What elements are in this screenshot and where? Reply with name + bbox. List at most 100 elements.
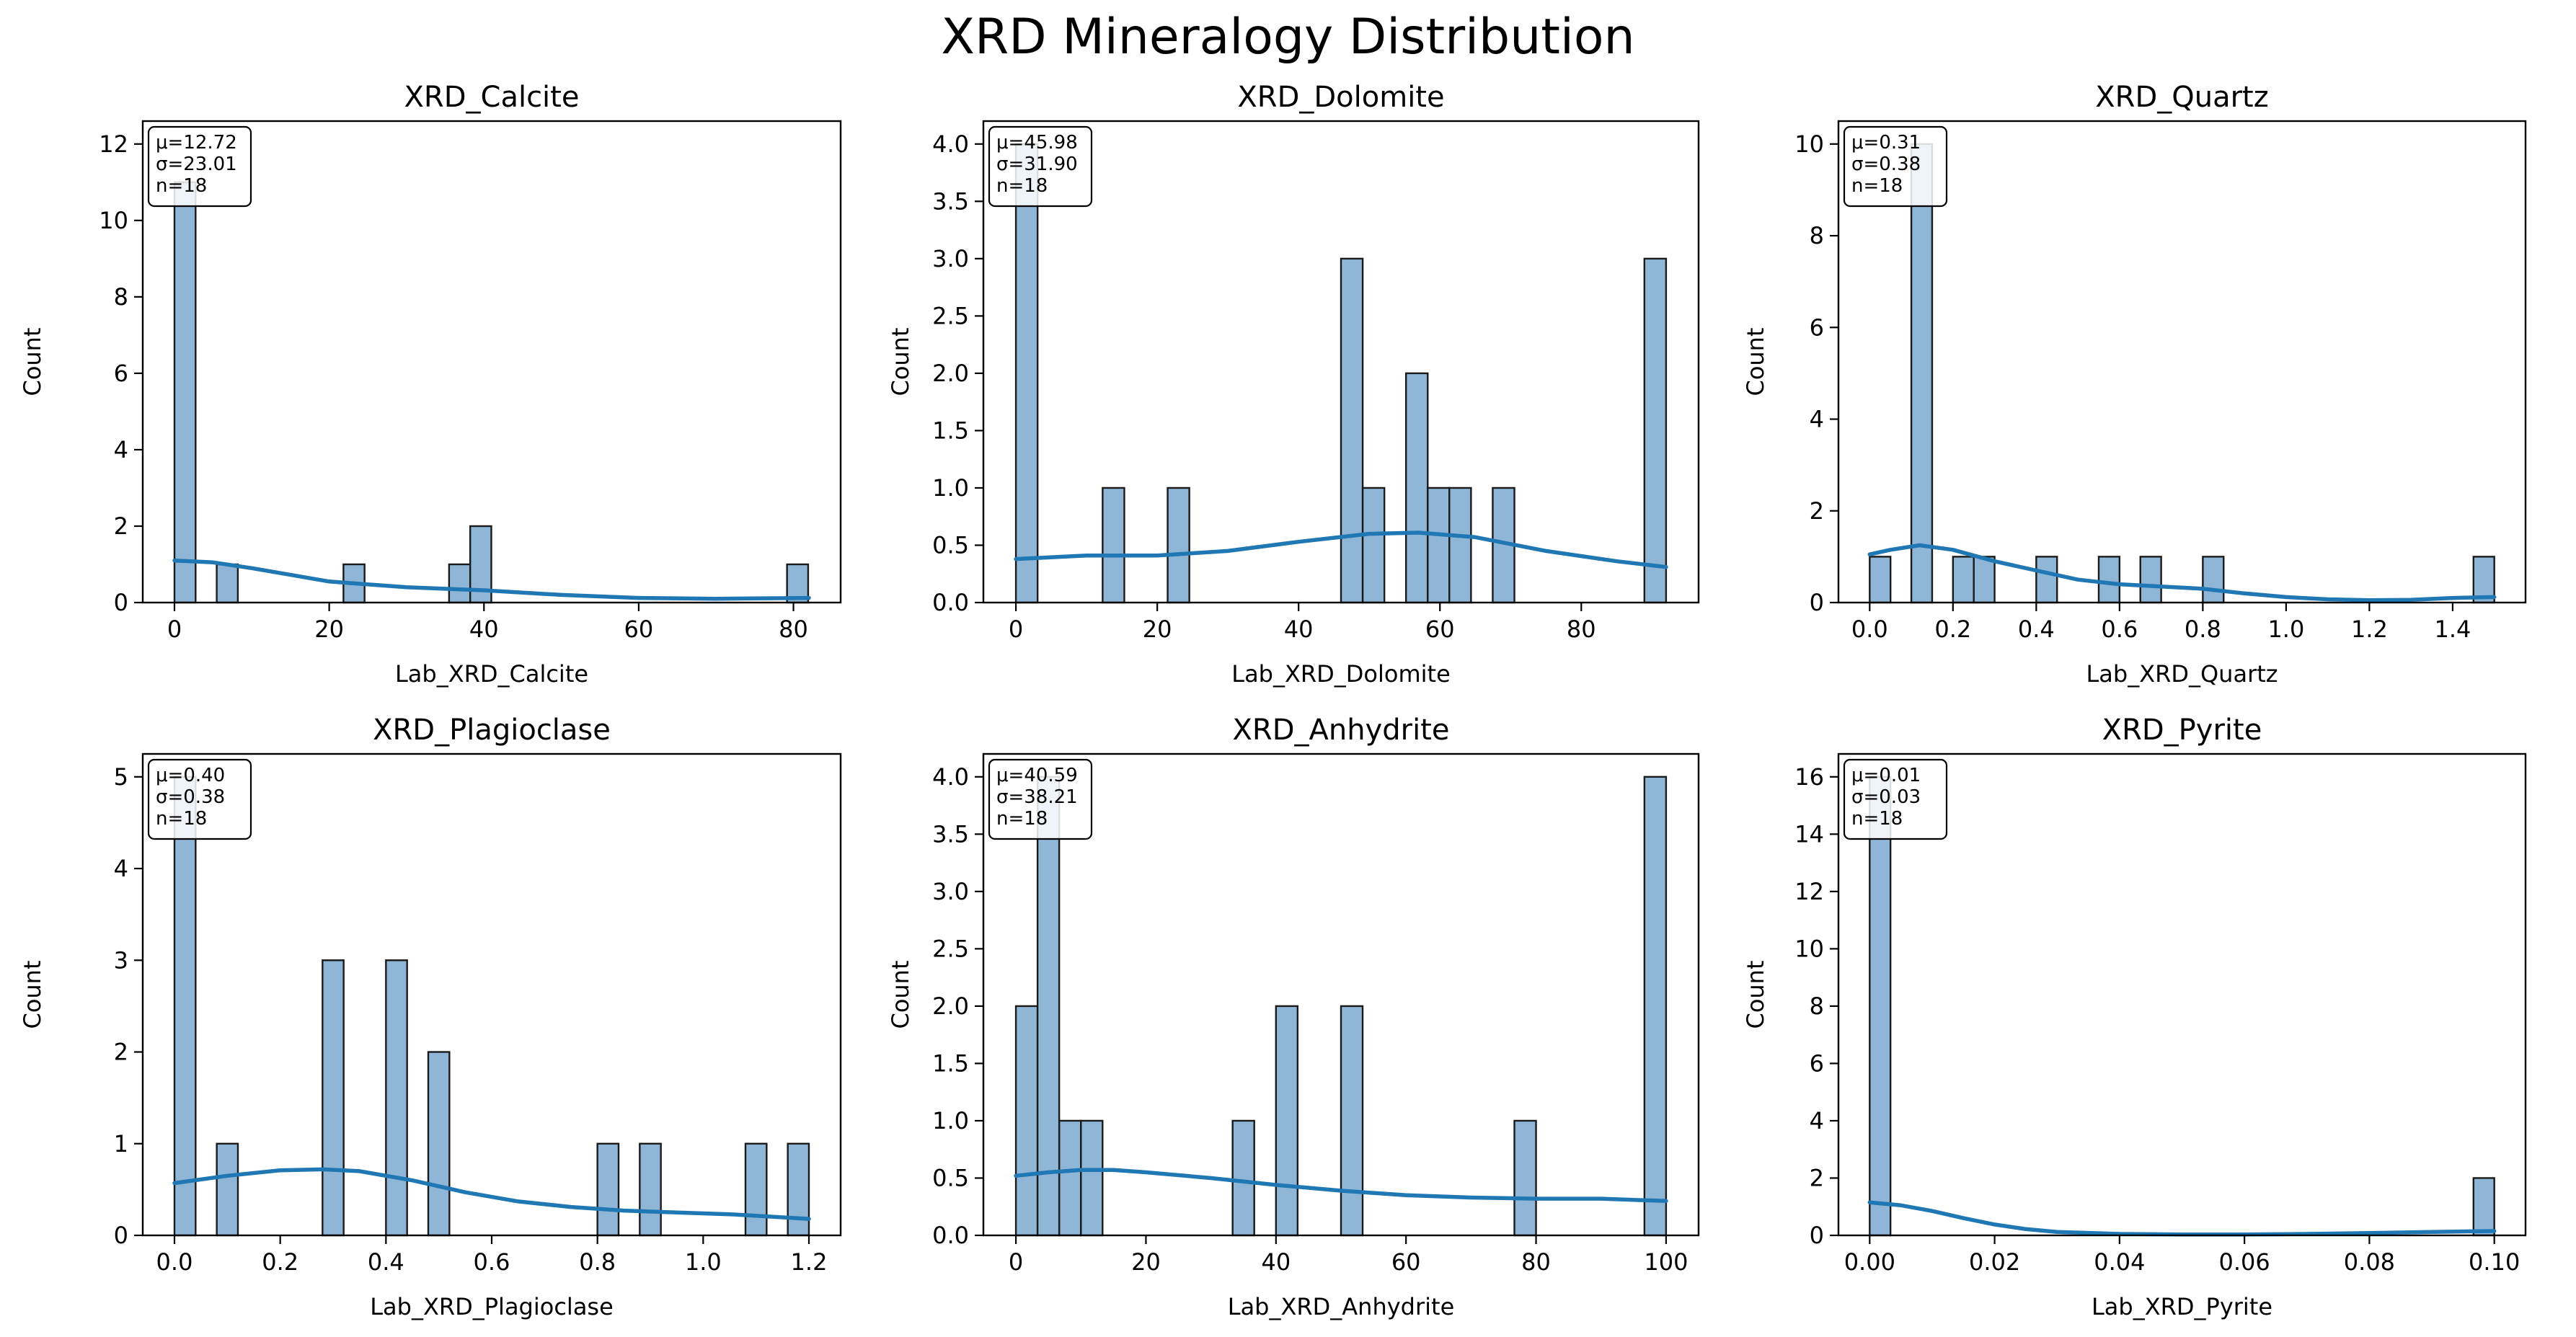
x-tick-label: 40 bbox=[469, 616, 499, 643]
stats-box bbox=[988, 758, 1093, 840]
x-tick-label: 40 bbox=[1261, 1248, 1291, 1276]
x-tick-label: 0 bbox=[1009, 1248, 1023, 1276]
histogram-bar bbox=[639, 1142, 662, 1237]
histogram-bar bbox=[1167, 487, 1190, 604]
y-tick-label: 6 bbox=[114, 360, 128, 387]
histogram-bar bbox=[1404, 372, 1429, 604]
x-tick-label: 0.8 bbox=[579, 1248, 616, 1276]
y-tick-label: 3.5 bbox=[932, 820, 969, 848]
panel-title: XRD_Dolomite bbox=[1237, 81, 1444, 114]
stats-line: μ=40.59 bbox=[996, 765, 1078, 786]
histogram-bar bbox=[1340, 257, 1364, 604]
x-tick-label: 1.4 bbox=[2434, 616, 2471, 643]
y-tick-label: 16 bbox=[1794, 763, 1824, 791]
stats-line: n=18 bbox=[1851, 175, 1903, 197]
panel-3: 0.0 0.2 0.4 0.6 0.8 1.0 1.2 1.4 0 2 4 6 8 10 XRD_Quart… bbox=[1742, 81, 2527, 688]
x-tick-label: 40 bbox=[1284, 616, 1314, 643]
stats-line: n=18 bbox=[156, 808, 207, 830]
kde-line bbox=[1014, 530, 1668, 569]
histogram-bar bbox=[173, 776, 197, 1237]
histogram-bar bbox=[1275, 1005, 1299, 1237]
histogram-bar bbox=[2202, 556, 2225, 604]
y-tick-label: 5 bbox=[114, 763, 128, 791]
kde-line bbox=[172, 558, 811, 601]
y-tick-label: 6 bbox=[1810, 1049, 1824, 1077]
x-axis-label: Lab_XRD_Calcite bbox=[395, 660, 588, 688]
y-axis-label: Count bbox=[19, 327, 46, 396]
x-tick-label: 0.4 bbox=[2018, 616, 2055, 643]
x-tick-label: 1.0 bbox=[2267, 616, 2304, 643]
x-tick-label: 0.00 bbox=[1844, 1248, 1895, 1276]
x-tick-label: 20 bbox=[1143, 616, 1172, 643]
histogram-bar bbox=[1952, 556, 1975, 604]
y-tick-label: 3.0 bbox=[932, 245, 969, 272]
histogram-bar bbox=[1080, 1119, 1104, 1237]
histogram-bar bbox=[448, 563, 472, 604]
histogram-bar bbox=[2097, 556, 2121, 604]
y-tick-label: 1.5 bbox=[932, 417, 969, 444]
y-tick-label: 8 bbox=[114, 283, 128, 311]
x-tick-label: 0.6 bbox=[474, 1248, 510, 1276]
y-tick-label: 10 bbox=[99, 207, 128, 234]
histogram-bar bbox=[427, 1051, 451, 1237]
y-tick-label: 0.5 bbox=[932, 1164, 969, 1191]
x-tick-label: 80 bbox=[779, 616, 808, 643]
y-tick-label: 2.5 bbox=[932, 935, 969, 962]
figure-title: XRD Mineralogy Distribution bbox=[941, 9, 1635, 66]
y-tick-label: 1.5 bbox=[932, 1049, 969, 1077]
y-axis-label: Count bbox=[887, 327, 914, 396]
histogram-bar bbox=[1869, 776, 1892, 1237]
stats-line: σ=38.21 bbox=[996, 786, 1078, 808]
axes-frame bbox=[982, 120, 1700, 604]
stats-line: μ=0.01 bbox=[1851, 765, 1921, 786]
stats-box bbox=[1843, 125, 1948, 208]
x-tick-label: 80 bbox=[1521, 1248, 1551, 1276]
stats-box bbox=[147, 125, 252, 208]
y-axis-label: Count bbox=[19, 960, 46, 1029]
y-axis-label: Count bbox=[887, 960, 914, 1029]
y-tick-label: 2 bbox=[1810, 1164, 1824, 1191]
x-tick-label: 60 bbox=[1391, 1248, 1421, 1276]
panel-title: XRD_Pyrite bbox=[2102, 714, 2262, 747]
x-axis-label: Lab_XRD_Plagioclase bbox=[370, 1293, 614, 1320]
histogram-bar bbox=[1102, 487, 1125, 604]
axes-frame bbox=[982, 752, 1700, 1237]
y-tick-label: 1 bbox=[114, 1130, 128, 1158]
x-axis-label: Lab_XRD_Dolomite bbox=[1231, 660, 1451, 688]
stats-line: μ=0.31 bbox=[1851, 132, 1921, 154]
histogram-bar bbox=[216, 1142, 239, 1237]
y-tick-label: 1.0 bbox=[932, 1107, 969, 1134]
y-tick-label: 2.0 bbox=[932, 360, 969, 387]
y-tick-label: 2 bbox=[1810, 497, 1824, 525]
histogram-bar bbox=[1014, 1005, 1039, 1237]
panel-2: 0 20 40 60 80 0.0 0.5 1.0 1.5 2.0 2.5 3.0 3.5 4.0 XRD_… bbox=[887, 81, 1700, 688]
x-tick-label: 0 bbox=[167, 616, 182, 643]
x-tick-label: 1.2 bbox=[2351, 616, 2388, 643]
histogram-bar bbox=[322, 959, 345, 1237]
y-tick-label: 3 bbox=[114, 946, 128, 974]
x-axis-label: Lab_XRD_Anhydrite bbox=[1228, 1293, 1455, 1320]
x-tick-label: 0.2 bbox=[262, 1248, 298, 1276]
y-tick-label: 0.5 bbox=[932, 531, 969, 559]
y-tick-label: 6 bbox=[1810, 314, 1824, 341]
x-axis-label: Lab_XRD_Pyrite bbox=[2092, 1293, 2272, 1320]
histogram-bar bbox=[1643, 776, 1668, 1237]
panel-6: 0.00 0.02 0.04 0.06 0.08 0.10 0 2 4 6 8 10 12 14 16 XRD… bbox=[1742, 714, 2527, 1320]
y-tick-label: 0 bbox=[114, 589, 128, 616]
axes-frame bbox=[1837, 752, 2527, 1237]
y-axis-label: Count bbox=[1742, 960, 1769, 1029]
histogram-bar bbox=[1910, 143, 1934, 604]
x-tick-label: 80 bbox=[1567, 616, 1596, 643]
stats-line: n=18 bbox=[1851, 808, 1903, 830]
y-tick-label: 3.5 bbox=[932, 187, 969, 215]
y-axis-label: Count bbox=[1742, 327, 1769, 396]
stats-line: σ=23.01 bbox=[156, 154, 237, 175]
stats-box bbox=[147, 758, 252, 840]
histogram-bar bbox=[1058, 1119, 1082, 1237]
x-tick-label: 20 bbox=[1131, 1248, 1161, 1276]
y-tick-label: 4.0 bbox=[932, 763, 969, 791]
y-tick-label: 0 bbox=[114, 1222, 128, 1249]
x-tick-label: 0.2 bbox=[1934, 616, 1971, 643]
y-tick-label: 2 bbox=[114, 512, 128, 540]
stats-line: μ=0.40 bbox=[156, 765, 225, 786]
